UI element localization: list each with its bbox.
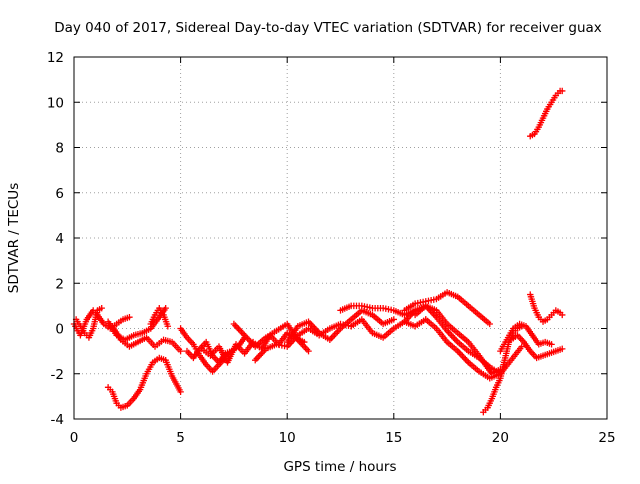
data-point [559, 345, 566, 353]
tick-layer: 0 5 10 15 20 25 -4 -2 0 2 4 6 8 10 12 [47, 50, 616, 446]
data-point [177, 388, 184, 396]
y-tick-label: 8 [55, 141, 64, 157]
y-tick-label: -4 [51, 412, 64, 428]
y-tick-label: 12 [47, 50, 64, 66]
x-axis-label: GPS time / hours [283, 459, 396, 475]
y-tick-label: 10 [47, 95, 64, 111]
y-tick-label: 0 [55, 322, 64, 338]
x-tick-label: 25 [598, 430, 615, 446]
x-tick-label: 0 [70, 430, 79, 446]
data-point [390, 316, 397, 323]
grid-layer [74, 57, 607, 419]
x-tick-label: 5 [176, 430, 185, 446]
plot-frame [73, 56, 608, 420]
y-tick-label: 4 [55, 231, 64, 247]
data-point [518, 343, 525, 350]
data-point [162, 304, 169, 312]
data-point [177, 347, 184, 355]
x-tick-label: 10 [279, 430, 296, 446]
y-tick-label: 2 [55, 276, 64, 292]
data-point [126, 313, 133, 321]
data-point [305, 347, 312, 355]
data-point [559, 311, 566, 319]
data-point [486, 320, 493, 328]
data-point [164, 323, 172, 330]
data-point [98, 304, 105, 312]
y-axis-label: SDTVAR / TECUs [6, 183, 22, 293]
data-point [559, 87, 566, 95]
data-point [548, 341, 555, 348]
x-tick-label: 20 [492, 430, 509, 446]
data-layer [70, 87, 566, 416]
x-tick-label: 15 [385, 430, 402, 446]
y-tick-label: 6 [55, 186, 64, 202]
y-tick-label: -2 [51, 367, 64, 383]
chart-title: Day 040 of 2017, Sidereal Day-to-day VTE… [54, 20, 602, 36]
